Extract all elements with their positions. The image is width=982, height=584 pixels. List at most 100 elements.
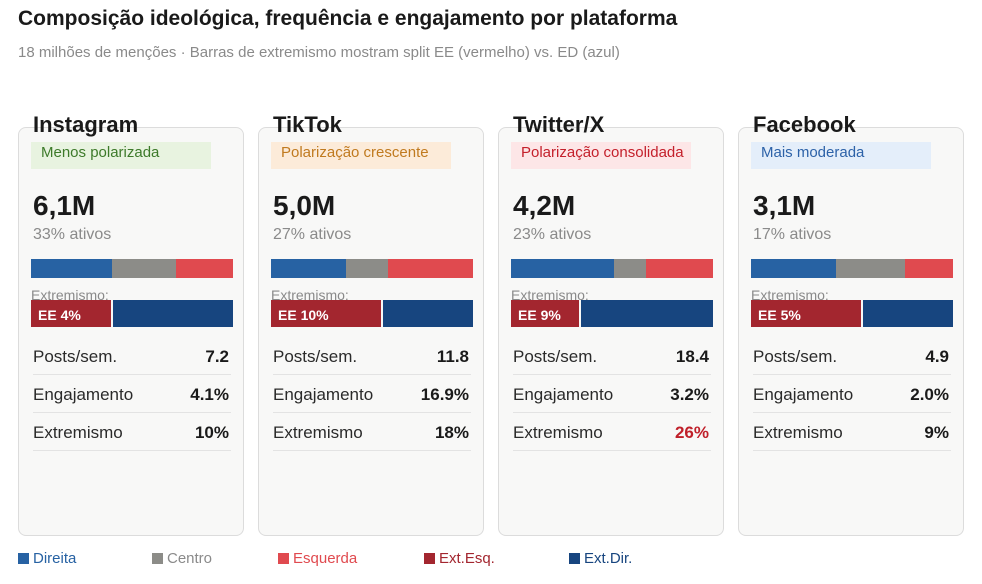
extremism-bar [271,300,473,327]
extremism-ee-label: EE 4% [38,307,81,323]
metric-row: Engajamento 3.2% [513,376,711,413]
composition-segment-direita [751,259,836,278]
metric-label: Posts/sem. [513,347,598,366]
composition-segment-esquerda [176,259,233,278]
active-share: 33% ativos [33,226,112,243]
composition-bar [511,259,713,278]
platform-badge: Menos polarizada [31,142,211,169]
legend-swatch [152,553,163,564]
legend-swatch [569,553,580,564]
extremism-segment-ee [511,300,579,327]
metric-value: 11.8 [436,347,469,366]
legend-item: Ext.Dir. [569,550,632,567]
platform-name: TikTok [273,112,342,137]
extremism-ee-label: EE 5% [758,307,801,323]
metric-label: Posts/sem. [273,347,358,366]
composition-bar [751,259,953,278]
metric-label: Posts/sem. [753,347,838,366]
composition-segment-esquerda [904,259,953,278]
metric-row: Posts/sem. 4.9 [753,338,951,375]
active-share: 27% ativos [273,226,352,243]
mentions-value: 6,1M [33,190,96,221]
metric-value: 2.0% [910,385,949,404]
composition-segment-centro [345,259,389,278]
metric-value: 9% [924,423,949,442]
extremism-segment-ee [31,300,111,327]
extremism-segment-ee [751,300,861,327]
metric-row: Extremismo 18% [273,414,471,451]
composition-segment-esquerda [388,259,473,278]
metric-value: 7.2 [205,347,229,366]
platform-card [738,127,964,536]
metric-value: 18.4 [675,347,709,366]
mentions-value: 3,1M [753,190,816,221]
composition-segment-centro [111,259,177,278]
platform-badge: Polarização consolidada [511,142,691,169]
platform-name: Facebook [753,112,856,137]
mentions-value: 5,0M [273,190,336,221]
composition-bar [31,259,233,278]
metric-value: 3.2% [670,385,709,404]
metric-label: Extremismo [753,423,843,442]
platform-badge: Polarização crescente [271,142,451,169]
extremism-label: Extremismo: [511,287,589,303]
metric-value: 18% [434,423,469,442]
extremism-label: Extremismo: [271,287,349,303]
metric-label: Extremismo [33,423,123,442]
extremism-label: Extremismo: [31,287,109,303]
metric-label: Extremismo [513,423,603,442]
extremism-label: Extremismo: [751,287,829,303]
extremism-ee-label: EE 10% [278,307,329,323]
extremism-segment-ee [271,300,381,327]
legend-label: Centro [167,550,213,567]
active-share: 23% ativos [513,226,592,243]
metric-value: 26% [674,423,709,442]
metric-row: Engajamento 2.0% [753,376,951,413]
composition-segment-centro [614,259,647,278]
platform-name: Twitter/X [513,112,605,137]
active-share: 17% ativos [753,226,832,243]
metric-label: Engajamento [753,385,854,404]
composition-segment-centro [835,259,905,278]
platform-name: Instagram [33,112,139,137]
legend-label: Direita [33,550,77,567]
extremism-segment-ed [581,300,713,327]
metric-value: 10% [194,423,229,442]
legend-item: Centro [152,550,212,567]
platform-card [258,127,484,536]
composition-bar [271,259,473,278]
metric-row: Extremismo 26% [513,414,711,451]
metric-value: 4.1% [190,385,229,404]
extremism-bar [751,300,953,327]
metric-value: 4.9 [925,347,949,366]
legend-label: Ext.Esq. [439,550,495,567]
extremism-segment-ed [113,300,233,327]
extremism-segment-ed [863,300,953,327]
legend-item: Direita [18,550,76,567]
metric-label: Engajamento [33,385,134,404]
composition-segment-direita [511,259,615,278]
legend-swatch [278,553,289,564]
mentions-value: 4,2M [513,190,576,221]
metric-value: 16.9% [420,385,469,404]
legend-swatch [424,553,435,564]
metric-label: Engajamento [513,385,614,404]
metric-label: Posts/sem. [33,347,118,366]
extremism-bar [511,300,713,327]
composition-segment-esquerda [646,259,713,278]
metric-row: Extremismo 9% [753,414,951,451]
chart-title: Composição ideológica, frequência e enga… [18,7,678,30]
composition-segment-direita [271,259,346,278]
extremism-segment-ed [383,300,473,327]
metric-row: Posts/sem. 7.2 [33,338,231,375]
metric-row: Engajamento 4.1% [33,376,231,413]
extremism-bar [31,300,233,327]
legend-label: Esquerda [293,550,358,567]
metric-row: Engajamento 16.9% [273,376,471,413]
metric-row: Posts/sem. 11.8 [273,338,471,375]
platform-card [18,127,244,536]
legend-swatch [18,553,29,564]
platform-card [498,127,724,536]
metric-row: Posts/sem. 18.4 [513,338,711,375]
metric-row: Extremismo 10% [33,414,231,451]
